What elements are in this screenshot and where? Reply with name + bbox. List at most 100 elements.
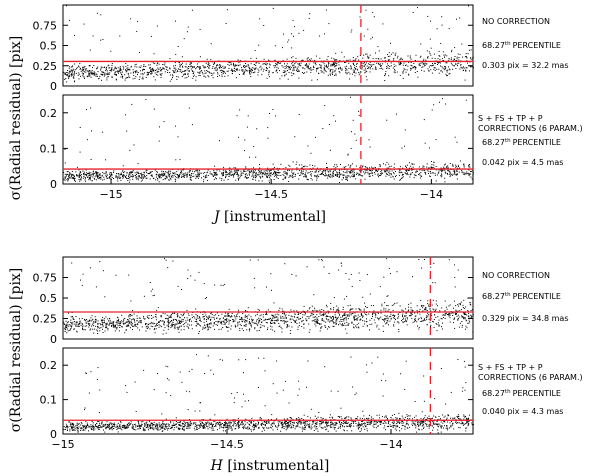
data-point <box>300 174 302 176</box>
data-point <box>169 174 171 176</box>
data-point <box>410 313 412 314</box>
data-point <box>288 176 290 178</box>
data-point <box>149 323 151 325</box>
data-point <box>350 31 352 33</box>
data-point <box>170 325 172 327</box>
data-point <box>148 314 150 316</box>
data-point <box>206 171 208 173</box>
data-point <box>170 320 172 322</box>
data-point <box>384 73 386 74</box>
data-point <box>104 72 106 74</box>
data-point <box>308 323 310 325</box>
data-point <box>149 67 151 69</box>
data-point <box>390 42 391 44</box>
data-point <box>289 66 290 68</box>
data-point <box>410 64 412 66</box>
data-point <box>445 163 446 165</box>
data-point <box>379 164 381 165</box>
data-point <box>206 180 208 181</box>
data-point <box>142 69 144 70</box>
data-point <box>82 323 84 325</box>
data-point <box>407 55 409 57</box>
data-point <box>309 69 311 71</box>
data-point <box>358 174 360 176</box>
data-point <box>137 324 139 326</box>
data-point <box>311 69 313 71</box>
data-point <box>408 315 410 317</box>
data-point <box>233 170 235 172</box>
data-point <box>78 72 80 74</box>
data-point <box>382 330 384 332</box>
data-point <box>228 175 230 177</box>
data-point <box>230 169 232 171</box>
data-point <box>438 68 440 70</box>
data-point <box>385 316 387 317</box>
data-point <box>392 309 394 311</box>
data-point <box>225 173 227 175</box>
data-point <box>470 57 472 59</box>
data-point <box>248 423 250 425</box>
data-point <box>386 167 388 169</box>
data-point <box>375 52 376 54</box>
data-point <box>345 177 347 179</box>
data-point <box>193 75 195 77</box>
data-point <box>329 74 331 76</box>
data-point <box>133 318 135 320</box>
data-point <box>271 289 272 291</box>
data-point <box>226 174 228 176</box>
data-point <box>459 303 461 305</box>
data-point <box>94 328 96 330</box>
data-point <box>142 76 144 78</box>
data-point <box>315 169 317 171</box>
data-point <box>213 171 215 173</box>
data-point <box>274 45 276 47</box>
data-point <box>118 322 120 324</box>
data-point <box>232 73 233 75</box>
data-point <box>441 318 443 320</box>
data-point <box>411 167 413 169</box>
data-point <box>173 173 175 174</box>
data-point <box>435 303 437 305</box>
data-point <box>173 70 175 72</box>
data-point <box>208 328 210 330</box>
data-point <box>441 58 443 60</box>
data-point <box>310 171 311 173</box>
data-point <box>139 321 141 323</box>
data-point <box>351 131 352 133</box>
data-point <box>73 73 75 75</box>
data-point <box>452 312 454 314</box>
data-point <box>163 173 165 175</box>
data-point <box>224 170 226 172</box>
data-point <box>310 315 311 317</box>
data-point <box>330 63 332 65</box>
data-point <box>293 319 294 321</box>
data-point <box>456 169 458 171</box>
data-point <box>304 64 306 66</box>
data-point <box>345 61 347 63</box>
data-point <box>383 276 385 278</box>
data-point <box>245 323 247 325</box>
data-point <box>71 325 73 327</box>
data-point <box>160 174 162 176</box>
data-point <box>249 424 250 425</box>
data-point <box>89 73 90 75</box>
data-point <box>99 330 101 332</box>
data-point <box>97 178 99 180</box>
data-point <box>414 318 416 320</box>
data-point <box>71 323 73 325</box>
data-point <box>279 325 281 327</box>
data-point <box>401 428 403 430</box>
data-point <box>264 63 266 65</box>
data-point <box>176 326 178 328</box>
data-point <box>131 103 133 105</box>
data-point <box>327 177 329 179</box>
data-point <box>387 318 389 320</box>
data-point <box>441 326 442 328</box>
data-point <box>378 414 380 416</box>
data-point <box>150 35 152 37</box>
data-point <box>433 64 435 66</box>
data-point <box>241 69 242 71</box>
data-point <box>358 173 360 175</box>
data-point <box>183 428 185 430</box>
data-point <box>88 323 90 325</box>
